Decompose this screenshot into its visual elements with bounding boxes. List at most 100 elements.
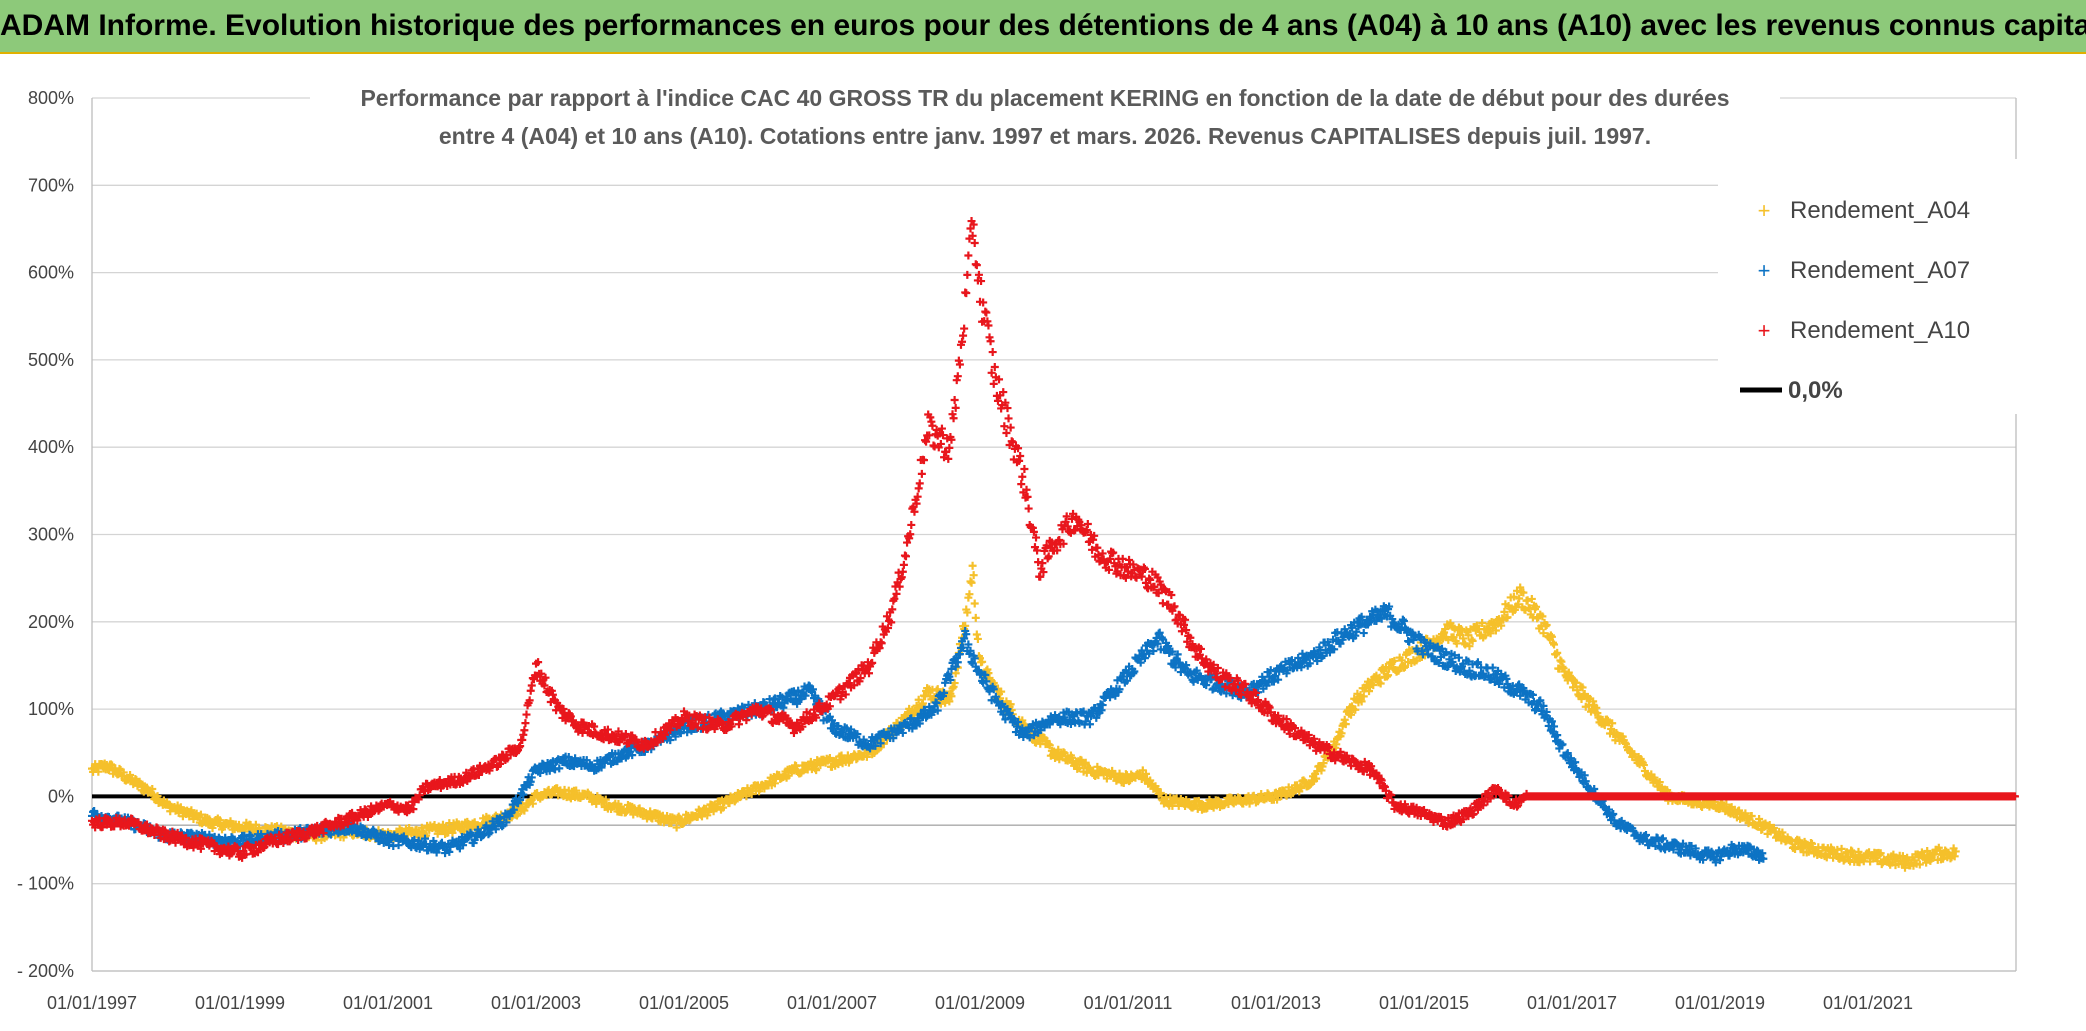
data-point (933, 685, 942, 694)
data-point (1464, 631, 1473, 640)
data-point (978, 657, 987, 666)
x-tick-label: 01/01/2015 (1379, 993, 1469, 1013)
data-point (1538, 612, 1547, 621)
report-banner: ADAM Informe. Evolution historique des p… (0, 0, 2086, 54)
data-point (1347, 710, 1356, 719)
data-point (1017, 480, 1026, 489)
data-point (969, 571, 978, 580)
data-point (1876, 849, 1885, 858)
y-tick-label: 100% (28, 699, 74, 719)
data-point (742, 792, 751, 801)
data-point (1441, 625, 1450, 634)
data-point (915, 479, 924, 488)
x-tick-label: 01/01/2007 (787, 993, 877, 1013)
x-tick-label: 01/01/2013 (1231, 993, 1321, 1013)
y-axis-ticks: - 200%- 100%0%100%200%300%400%500%600%70… (17, 88, 74, 981)
data-point (672, 823, 681, 832)
data-point (1509, 592, 1518, 601)
data-point (950, 679, 959, 688)
y-tick-label: 200% (28, 612, 74, 632)
data-point (1500, 607, 1509, 616)
data-point (1461, 640, 1470, 649)
data-point (522, 710, 531, 719)
data-point (1465, 642, 1474, 651)
performance-chart: - 200%- 100%0%100%200%300%400%500%600%70… (17, 74, 2019, 1013)
data-point (965, 590, 974, 599)
x-tick-label: 01/01/2001 (343, 993, 433, 1013)
data-point (1400, 662, 1409, 671)
y-tick-label: 600% (28, 263, 74, 283)
x-tick-label: 01/01/2005 (639, 993, 729, 1013)
data-point (1523, 596, 1532, 605)
data-point (899, 560, 908, 569)
data-point (520, 726, 529, 735)
data-point (947, 692, 956, 701)
data-point (988, 348, 997, 357)
data-point (1550, 640, 1559, 649)
data-point (963, 608, 972, 617)
data-point (1054, 745, 1063, 754)
data-point (1018, 716, 1027, 725)
data-point (1004, 414, 1013, 423)
data-point (1515, 594, 1524, 603)
data-point (1854, 847, 1863, 856)
y-tick-label: 700% (28, 175, 74, 195)
y-tick-label: 400% (28, 437, 74, 457)
data-point (1341, 720, 1350, 729)
y-tick-label: - 100% (17, 874, 74, 894)
data-point (917, 469, 926, 478)
data-point (1655, 778, 1664, 787)
data-point (1837, 844, 1846, 853)
data-point (1608, 719, 1617, 728)
data-point (944, 454, 953, 463)
data-point (1539, 629, 1548, 638)
data-point (119, 768, 128, 777)
data-point (196, 810, 205, 819)
data-point (1020, 465, 1029, 474)
data-point (1359, 692, 1368, 701)
data-point (1319, 759, 1328, 768)
data-point (1351, 705, 1360, 714)
data-point (1038, 559, 1047, 568)
data-point (1357, 697, 1366, 706)
data-point (986, 337, 995, 346)
data-point (1083, 519, 1092, 528)
y-tick-label: 300% (28, 525, 74, 545)
data-point (1578, 683, 1587, 692)
data-point (972, 261, 981, 270)
data-point (1018, 472, 1027, 481)
x-tick-label: 01/01/2011 (1084, 993, 1173, 1013)
data-point (1542, 620, 1551, 629)
data-point (973, 634, 982, 643)
data-point (601, 795, 610, 804)
data-point (1486, 629, 1495, 638)
data-point (1312, 774, 1321, 783)
y-tick-label: - 200% (17, 961, 74, 981)
x-tick-label: 01/01/2009 (935, 993, 1025, 1013)
data-point (967, 578, 976, 587)
data-point (968, 561, 977, 570)
data-point (1045, 741, 1054, 750)
data-point (1060, 749, 1069, 758)
data-point (960, 324, 969, 333)
data-point (1452, 639, 1461, 648)
data-point (1297, 784, 1306, 793)
x-tick-label: 01/01/1999 (195, 993, 285, 1013)
data-point (1519, 588, 1528, 597)
data-point (1369, 681, 1378, 690)
x-tick-label: 01/01/2019 (1675, 993, 1765, 1013)
x-tick-label: 01/01/2021 (1823, 993, 1913, 1013)
data-point (945, 697, 954, 706)
data-point (949, 414, 958, 423)
data-point (959, 331, 968, 340)
data-point (1527, 594, 1536, 603)
y-tick-label: 800% (28, 88, 74, 108)
data-point (448, 828, 457, 837)
data-point (1791, 845, 1800, 854)
data-point (1006, 423, 1015, 432)
data-point (153, 792, 162, 801)
data-point (1081, 758, 1090, 767)
data-point (1359, 629, 1368, 638)
x-tick-label: 01/01/2017 (1527, 993, 1617, 1013)
data-point (970, 599, 979, 608)
